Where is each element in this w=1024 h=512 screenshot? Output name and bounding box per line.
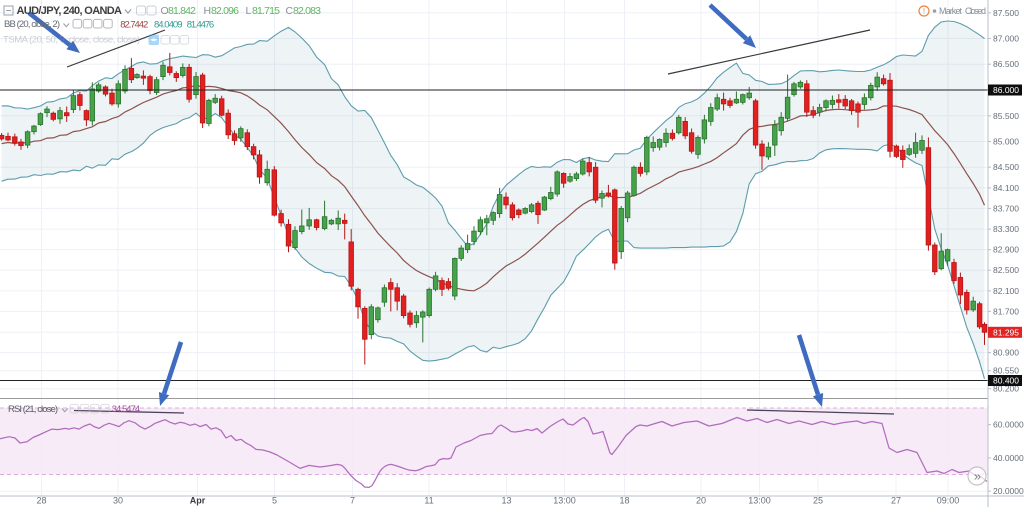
svg-text:Market: Market	[939, 6, 962, 16]
svg-text:82.096: 82.096	[211, 5, 239, 17]
svg-text:81.715: 81.715	[252, 5, 280, 17]
svg-text:AUD/JPY, 240, OANDA: AUD/JPY, 240, OANDA	[17, 5, 123, 17]
svg-text:11: 11	[424, 496, 433, 506]
svg-text:34.5474: 34.5474	[112, 404, 141, 415]
svg-text:80.550: 80.550	[993, 366, 1019, 376]
svg-text:81.295: 81.295	[993, 327, 1019, 337]
svg-text:TSMA (20, 50, 9, close, close,: TSMA (20, 50, 9, close, close, close)	[3, 35, 140, 46]
svg-text:28: 28	[36, 496, 46, 506]
svg-text:85.000: 85.000	[993, 137, 1019, 147]
svg-text:13:00: 13:00	[748, 496, 771, 506]
svg-text:09:00: 09:00	[937, 496, 960, 506]
svg-text:5: 5	[272, 496, 277, 506]
svg-text:20: 20	[696, 496, 706, 506]
svg-text:40.0000: 40.0000	[993, 453, 1024, 463]
svg-text:25: 25	[813, 496, 823, 506]
svg-text:83.300: 83.300	[993, 224, 1019, 234]
svg-text:80.400: 80.400	[993, 376, 1019, 386]
svg-text:L: L	[246, 5, 252, 17]
svg-text:Closed: Closed	[965, 6, 986, 16]
svg-text:7: 7	[350, 496, 355, 506]
svg-text:82.500: 82.500	[993, 265, 1019, 275]
svg-text:84.100: 84.100	[993, 183, 1019, 193]
svg-text:13:00: 13:00	[553, 496, 576, 506]
svg-text:84.0409: 84.0409	[154, 20, 183, 31]
svg-text:27: 27	[891, 496, 901, 506]
svg-text:81.842: 81.842	[168, 5, 196, 17]
svg-text:RSI (21, close): RSI (21, close)	[8, 404, 58, 415]
svg-text:13: 13	[501, 496, 511, 506]
svg-text:83.700: 83.700	[993, 203, 1019, 213]
svg-text:86.000: 86.000	[993, 85, 1019, 95]
svg-text:87.500: 87.500	[993, 8, 1019, 18]
svg-text:O: O	[161, 5, 169, 17]
svg-text:80.200: 80.200	[993, 384, 1019, 394]
svg-text:BB (20, close, 2): BB (20, close, 2)	[4, 19, 60, 30]
svg-text:80.900: 80.900	[993, 348, 1019, 358]
svg-text:C: C	[286, 5, 294, 17]
svg-text:85.500: 85.500	[993, 111, 1019, 121]
svg-text:18: 18	[619, 496, 629, 506]
svg-text:!: !	[923, 7, 925, 16]
svg-text:82.7442: 82.7442	[120, 20, 148, 31]
svg-text:20.0000: 20.0000	[993, 486, 1024, 496]
svg-text:81.4476: 81.4476	[187, 20, 215, 31]
svg-text:82.083: 82.083	[293, 5, 321, 17]
svg-text:86.500: 86.500	[993, 59, 1019, 69]
svg-text:87.000: 87.000	[993, 34, 1019, 44]
svg-text:60.0000: 60.0000	[993, 420, 1024, 430]
svg-text:82.100: 82.100	[993, 286, 1019, 296]
svg-text:»: »	[974, 469, 981, 484]
svg-text:30: 30	[113, 496, 123, 506]
svg-text:Apr: Apr	[190, 496, 206, 506]
svg-text:82.900: 82.900	[993, 245, 1019, 255]
svg-text:84.500: 84.500	[993, 162, 1019, 172]
svg-text:81.700: 81.700	[993, 306, 1019, 316]
svg-text:H: H	[204, 5, 212, 17]
